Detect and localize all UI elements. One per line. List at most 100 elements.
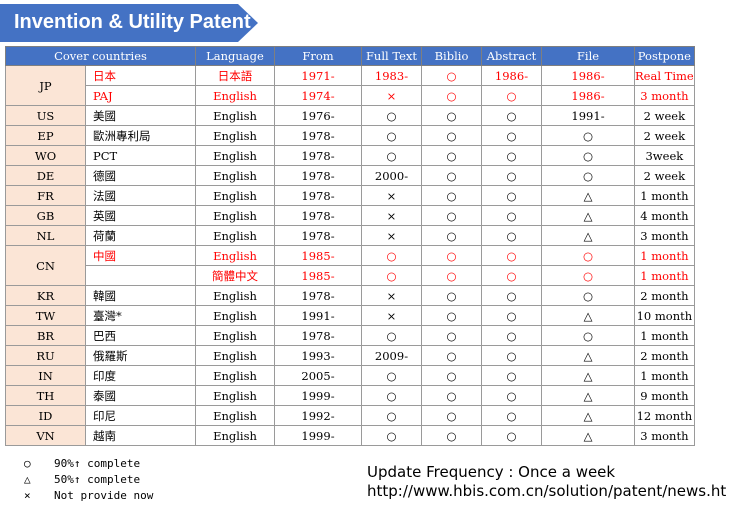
file-cell: △ <box>541 385 635 406</box>
full-text-cell: × <box>361 185 422 206</box>
biblio-cell: ○ <box>421 245 482 266</box>
header-file: File <box>541 46 635 66</box>
country-code-cell: GB <box>5 205 86 226</box>
coverage-table: Cover countries Language From Full Text … <box>5 46 695 446</box>
file-cell: ○ <box>541 165 635 186</box>
table-row: RU 俄羅斯 English 1993- 2009- ○ ○ △ 2 month <box>5 345 695 366</box>
language-cell: English <box>195 225 275 246</box>
abstract-cell: ○ <box>481 285 542 306</box>
country-code-cell: ID <box>5 405 86 426</box>
table-body: JP 日本 日本語 1971- 1983- ○ 1986- 1986- Real Time PAJ… <box>5 65 695 446</box>
table-row: FR 法國 English 1978- × ○ ○ △ 1 month <box>5 185 695 206</box>
from-cell: 1978- <box>274 145 362 166</box>
name-cell: 日本 <box>85 65 196 86</box>
name-cell: 越南 <box>85 425 196 446</box>
full-text-cell: ○ <box>361 105 422 126</box>
file-cell: △ <box>541 365 635 386</box>
title-banner: Invention & Utility Patent <box>0 4 258 42</box>
postpone-cell: 9 month <box>634 385 695 406</box>
from-cell: 1985- <box>274 265 362 286</box>
from-cell: 1978- <box>274 165 362 186</box>
from-cell: 1976- <box>274 105 362 126</box>
country-code-cell: IN <box>5 365 86 386</box>
postpone-cell: 10 month <box>634 305 695 326</box>
biblio-cell: ○ <box>421 405 482 426</box>
full-text-cell: ○ <box>361 365 422 386</box>
table-row: DE 德國 English 1978- 2000- ○ ○ ○ 2 week <box>5 165 695 186</box>
legend-text: 50%↑ complete <box>54 473 141 486</box>
full-text-cell: 2009- <box>361 345 422 366</box>
from-cell: 1978- <box>274 205 362 226</box>
file-cell: ○ <box>541 285 635 306</box>
biblio-cell: ○ <box>421 385 482 406</box>
abstract-cell: ○ <box>481 345 542 366</box>
legend-symbol-circle: ○ <box>24 457 31 470</box>
country-code-cell: WO <box>5 145 86 166</box>
language-cell: English <box>195 285 275 306</box>
language-cell: English <box>195 405 275 426</box>
table-row: 簡體中文 1985- ○ ○ ○ ○ 1 month <box>6 265 695 286</box>
from-cell: 1971- <box>274 65 362 86</box>
table-row: JP 日本 日本語 1971- 1983- ○ 1986- 1986- Real Time <box>5 65 695 106</box>
country-code-cell: KR <box>5 285 86 306</box>
biblio-cell: ○ <box>421 325 482 346</box>
full-text-cell: ○ <box>361 145 422 166</box>
abstract-cell: ○ <box>481 425 542 446</box>
from-cell: 1991- <box>274 305 362 326</box>
full-text-cell: × <box>361 305 422 326</box>
abstract-cell: ○ <box>481 105 542 126</box>
postpone-cell: 1 month <box>634 365 695 386</box>
biblio-cell: ○ <box>421 365 482 386</box>
abstract-cell: ○ <box>481 405 542 426</box>
table-row: VN 越南 English 1999- ○ ○ ○ △ 3 month <box>5 425 695 446</box>
source-url: http://www.hbis.com.cn/solution/patent/n… <box>367 482 727 500</box>
name-cell: 中國 <box>85 245 196 266</box>
postpone-cell: 1 month <box>634 185 695 206</box>
biblio-cell: ○ <box>421 85 482 106</box>
abstract-cell: ○ <box>481 85 542 106</box>
table-row: NL 荷蘭 English 1978- × ○ ○ △ 3 month <box>5 225 695 246</box>
from-cell: 1978- <box>274 185 362 206</box>
language-cell: English <box>195 185 275 206</box>
table-row: TW 臺灣* English 1991- × ○ ○ △ 10 month <box>5 305 695 326</box>
file-cell: △ <box>541 185 635 206</box>
file-cell: △ <box>541 205 635 226</box>
biblio-cell: ○ <box>421 305 482 326</box>
country-code-cell: US <box>5 105 86 126</box>
country-code-cell: TH <box>5 385 86 406</box>
abstract-cell: ○ <box>481 225 542 246</box>
name-cell: 法國 <box>85 185 196 206</box>
table-row: BR 巴西 English 1978- ○ ○ ○ ○ 1 month <box>5 325 695 346</box>
file-cell: ○ <box>541 145 635 166</box>
legend-symbol-cross: × <box>24 489 31 502</box>
postpone-cell: 3 month <box>634 85 695 106</box>
name-cell: 泰國 <box>85 385 196 406</box>
header-language: Language <box>195 46 275 66</box>
full-text-cell: ○ <box>361 265 422 286</box>
abstract-cell: ○ <box>481 385 542 406</box>
biblio-cell: ○ <box>421 185 482 206</box>
from-cell: 1999- <box>274 385 362 406</box>
file-cell: ○ <box>541 125 635 146</box>
full-text-cell: 1983- <box>361 65 422 86</box>
language-cell: English <box>195 345 275 366</box>
full-text-cell: × <box>361 285 422 306</box>
full-text-cell: ○ <box>361 125 422 146</box>
country-code-cell: FR <box>5 185 86 206</box>
header-full-text: Full Text <box>361 46 422 66</box>
from-cell: 1978- <box>274 325 362 346</box>
table-row: CN 中國 English 1985- ○ ○ ○ ○ 1 month <box>5 245 695 286</box>
country-code-cell: JP <box>5 65 86 106</box>
full-text-cell: ○ <box>361 245 422 266</box>
country-code-cell: NL <box>5 225 86 246</box>
table-row: EP 歐洲專利局 English 1978- ○ ○ ○ ○ 2 week <box>5 125 695 146</box>
biblio-cell: ○ <box>421 425 482 446</box>
language-cell: English <box>195 165 275 186</box>
country-code-cell: CN <box>5 245 86 286</box>
language-cell: English <box>195 245 275 266</box>
update-info: Update Frequency : Once a week http://ww… <box>367 463 726 501</box>
biblio-cell: ○ <box>421 65 482 86</box>
biblio-cell: ○ <box>421 125 482 146</box>
file-cell: △ <box>541 305 635 326</box>
abstract-cell: ○ <box>481 305 542 326</box>
